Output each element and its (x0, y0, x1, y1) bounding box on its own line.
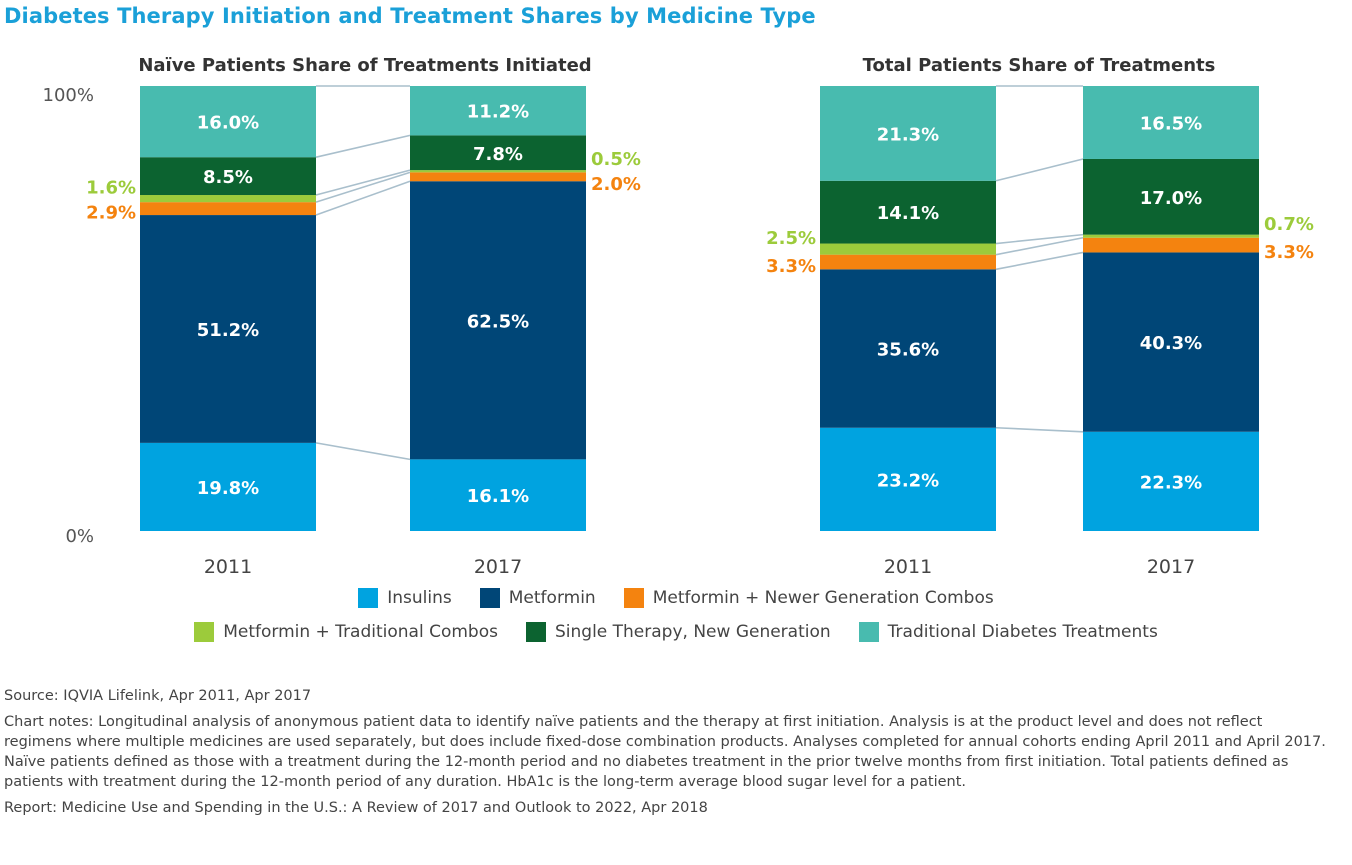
data-label-metformin-traditional-combos-2-2011: 2.5% (766, 228, 816, 249)
data-label-metformin-newer-generation-combos-2-2011: 3.3% (766, 256, 816, 277)
bar-segment-single-therapy-new-generation-1-2017 (410, 135, 586, 171)
x-tick-label-1-2017: 2017 (474, 556, 522, 578)
connector-line-1-4 (315, 169, 411, 196)
bar-segment-insulins-2-2011 (820, 427, 996, 531)
legend-label-metformin-traditional-combos: Metformin + Traditional Combos (223, 622, 498, 642)
connector-line-1-3 (315, 171, 411, 203)
bar-segment-metformin-1-2011 (140, 215, 316, 443)
connector-line-2-2 (995, 251, 1084, 271)
legend-swatch-insulins (358, 588, 379, 608)
legend-item-traditional-treatments: Traditional Diabetes Treatments (858, 622, 1158, 642)
panel-title-1: Naïve Patients Share of Treatments Initi… (138, 55, 591, 76)
legend-swatch-traditional-treatments (858, 622, 879, 642)
connector-line-2-3 (995, 236, 1084, 256)
legend-item-insulins: Insulins (358, 588, 452, 608)
data-label-metformin-newer-generation-combos-2-2017: 3.3% (1264, 242, 1314, 263)
panel-title-2: Total Patients Share of Treatments (863, 55, 1216, 76)
x-tick-label-2-2017: 2017 (1147, 556, 1195, 578)
bar-segment-metformin-traditional-combos-2-2017 (1083, 234, 1259, 238)
data-label-single-therapy-new-generation-2-2017: 17.0% (1140, 188, 1202, 209)
data-label-insulins-1-2017: 16.1% (467, 486, 529, 507)
data-label-metformin-1-2011: 51.2% (197, 320, 259, 341)
bar-segment-traditional-diabetes-treatments-1-2017 (410, 86, 586, 136)
legend-item-metformin-traditional-combos: Metformin + Traditional Combos (194, 622, 498, 642)
x-tick-label-2-2011: 2011 (884, 556, 932, 578)
source-note: Source: IQVIA Lifelink, Apr 2011, Apr 20… (4, 688, 312, 704)
bar-segment-insulins-1-2011 (140, 442, 316, 531)
data-label-metformin-newer-generation-combos-1-2011: 2.9% (86, 203, 136, 224)
legend-label-single-therapy: Single Therapy, New Generation (554, 622, 831, 642)
report-note: Report: Medicine Use and Spending in the… (4, 800, 708, 816)
data-label-insulins-2-2011: 23.2% (877, 470, 939, 491)
y-axis-label-top: 100% (43, 85, 94, 106)
bar-segment-traditional-diabetes-treatments-1-2011 (140, 86, 316, 158)
bar-segment-metformin-2-2011 (820, 269, 996, 428)
legend-row-2: Metformin + Traditional Combos Single Th… (0, 622, 1352, 642)
legend-row-1: Insulins Metformin Metformin + Newer Gen… (0, 588, 1352, 608)
connector-line-2-5 (995, 158, 1084, 182)
data-label-traditional-diabetes-treatments-2-2017: 16.5% (1140, 113, 1202, 134)
legend-swatch-metformin (479, 588, 500, 608)
bar-segment-metformin-1-2017 (410, 181, 586, 460)
data-label-single-therapy-new-generation-2-2011: 14.1% (877, 203, 939, 224)
data-label-metformin-traditional-combos-1-2011: 1.6% (86, 178, 136, 199)
bar-segment-single-therapy-new-generation-2-2011 (820, 180, 996, 244)
data-label-metformin-2-2017: 40.3% (1140, 333, 1202, 354)
data-label-metformin-1-2017: 62.5% (467, 311, 529, 332)
chart-notes-text: Chart notes: Longitudinal analysis of an… (4, 714, 1326, 790)
chart-notes: Source: IQVIA Lifelink, Apr 2011, Apr 20… (4, 686, 1334, 824)
connector-line-1-1 (315, 442, 411, 461)
legend-label-insulins: Insulins (387, 588, 452, 608)
x-tick-label-1-2011: 2011 (204, 556, 252, 578)
bar-segment-metformin-traditional-combos-1-2011 (140, 195, 316, 203)
bar-segment-metformin-newer-generation-combos-2-2017 (1083, 237, 1259, 253)
bar-segment-traditional-diabetes-treatments-2-2017 (1083, 86, 1259, 159)
bar-segment-insulins-2-2017 (1083, 431, 1259, 531)
bar-segment-metformin-traditional-combos-2-2011 (820, 243, 996, 255)
legend-item-metformin-newer-combos: Metformin + Newer Generation Combos (623, 588, 994, 608)
legend-swatch-metformin-newer-combos (623, 588, 644, 608)
bar-segment-metformin-2-2017 (1083, 252, 1259, 432)
data-label-insulins-2-2017: 22.3% (1140, 472, 1202, 493)
data-label-single-therapy-new-generation-1-2011: 8.5% (203, 167, 253, 188)
legend-item-single-therapy: Single Therapy, New Generation (525, 622, 831, 642)
bar-segment-insulins-1-2017 (410, 459, 586, 531)
chart-title: Diabetes Therapy Initiation and Treatmen… (4, 4, 816, 28)
bar-segment-traditional-diabetes-treatments-2-2011 (820, 86, 996, 181)
bar-segment-metformin-traditional-combos-1-2017 (410, 170, 586, 173)
bar-segment-metformin-newer-generation-combos-1-2011 (140, 202, 316, 216)
bar-segment-single-therapy-new-generation-1-2011 (140, 157, 316, 196)
data-label-metformin-newer-generation-combos-1-2017: 2.0% (591, 174, 641, 195)
bar-segment-metformin-newer-generation-combos-2-2011 (820, 254, 996, 270)
connector-line-1-5 (315, 134, 411, 158)
y-axis-label-bottom: 0% (65, 526, 94, 547)
legend-label-metformin-newer-combos: Metformin + Newer Generation Combos (652, 588, 994, 608)
bar-segment-single-therapy-new-generation-2-2017 (1083, 158, 1259, 235)
legend-swatch-single-therapy (525, 622, 546, 642)
data-label-traditional-diabetes-treatments-1-2017: 11.2% (467, 102, 529, 123)
data-label-metformin-traditional-combos-1-2017: 0.5% (591, 149, 641, 170)
data-label-metformin-traditional-combos-2-2017: 0.7% (1264, 214, 1314, 235)
data-label-metformin-2-2011: 35.6% (877, 340, 939, 361)
connector-line-2-4 (995, 233, 1084, 245)
data-label-single-therapy-new-generation-1-2017: 7.8% (473, 144, 523, 165)
data-label-traditional-diabetes-treatments-2-2011: 21.3% (877, 124, 939, 145)
legend-label-traditional-treatments: Traditional Diabetes Treatments (887, 622, 1158, 642)
connector-line-2-1 (995, 426, 1084, 433)
bar-segment-metformin-newer-generation-combos-1-2017 (410, 172, 586, 182)
legend-item-metformin: Metformin (479, 588, 596, 608)
data-label-traditional-diabetes-treatments-1-2011: 16.0% (197, 113, 259, 134)
data-label-insulins-1-2011: 19.8% (197, 478, 259, 499)
stacked-bar-charts: 100% 0% Naïve Patients Share of Treatments… (43, 55, 1314, 578)
legend-swatch-metformin-traditional-combos (194, 622, 215, 642)
connector-line-1-2 (315, 180, 411, 216)
legend-label-metformin: Metformin (508, 588, 596, 608)
